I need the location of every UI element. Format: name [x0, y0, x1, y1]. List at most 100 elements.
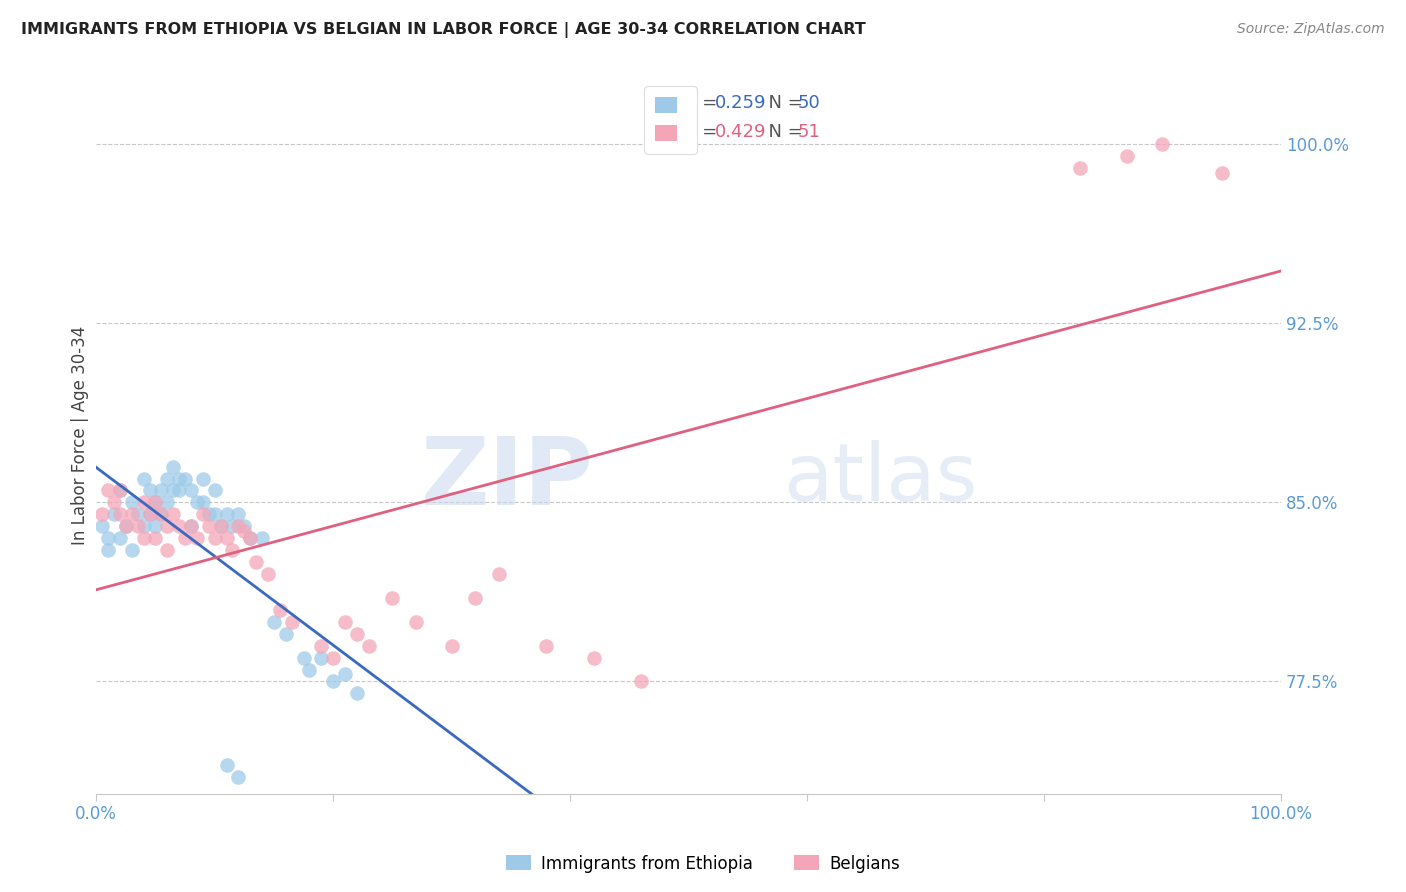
Point: [127, 519, 149, 533]
Point: [138, 508, 160, 522]
Text: 50: 50: [797, 95, 820, 112]
Point: [322, 650, 344, 665]
Point: [322, 674, 344, 689]
Point: [97, 483, 120, 498]
Text: IMMIGRANTS FROM ETHIOPIA VS BELGIAN IN LABOR FORCE | AGE 30-34 CORRELATION CHART: IMMIGRANTS FROM ETHIOPIA VS BELGIAN IN L…: [21, 22, 866, 38]
Point: [280, 615, 302, 629]
Point: [138, 508, 160, 522]
Point: [132, 531, 155, 545]
Point: [180, 519, 202, 533]
Point: [239, 531, 262, 545]
Point: [269, 603, 291, 617]
Point: [150, 508, 173, 522]
Legend: Immigrants from Ethiopia, Belgians: Immigrants from Ethiopia, Belgians: [499, 848, 907, 880]
Point: [292, 650, 315, 665]
Text: atlas: atlas: [783, 440, 977, 517]
Point: [311, 639, 333, 653]
Point: [108, 483, 131, 498]
Point: [186, 531, 208, 545]
Point: [298, 663, 321, 677]
Point: [145, 531, 167, 545]
Point: [209, 519, 232, 533]
Text: R =: R =: [683, 123, 723, 141]
Point: [239, 531, 262, 545]
Point: [180, 519, 202, 533]
Point: [346, 686, 368, 700]
Point: [174, 531, 197, 545]
Point: [191, 495, 214, 509]
Y-axis label: In Labor Force | Age 30-34: In Labor Force | Age 30-34: [72, 326, 89, 545]
Point: [103, 508, 125, 522]
Point: [228, 519, 250, 533]
Point: [180, 483, 202, 498]
Point: [167, 471, 190, 485]
Point: [228, 508, 250, 522]
Point: [536, 639, 558, 653]
Point: [263, 615, 285, 629]
Point: [97, 543, 120, 558]
Point: [582, 650, 605, 665]
Point: [114, 519, 136, 533]
Point: [221, 543, 243, 558]
Point: [121, 495, 143, 509]
Point: [215, 508, 238, 522]
Point: [132, 495, 155, 509]
Point: [191, 508, 214, 522]
Text: N =: N =: [758, 123, 808, 141]
Point: [108, 483, 131, 498]
Point: [228, 770, 250, 784]
Point: [91, 508, 114, 522]
Point: [233, 524, 256, 538]
Point: [333, 615, 356, 629]
Point: [145, 495, 167, 509]
Point: [156, 471, 179, 485]
Point: [156, 495, 179, 509]
Point: [215, 758, 238, 772]
Point: [405, 615, 427, 629]
Point: [1152, 137, 1174, 152]
Point: [108, 508, 131, 522]
Point: [162, 459, 184, 474]
Point: [108, 531, 131, 545]
Point: [204, 531, 226, 545]
Point: [245, 555, 267, 569]
Text: 0.429: 0.429: [714, 123, 766, 141]
Text: N =: N =: [758, 95, 808, 112]
Point: [357, 639, 380, 653]
Point: [204, 508, 226, 522]
Point: [1211, 166, 1233, 180]
Point: [145, 495, 167, 509]
Point: [333, 667, 356, 681]
Point: [488, 567, 510, 582]
Point: [204, 483, 226, 498]
Point: [191, 471, 214, 485]
Point: [274, 626, 297, 640]
Point: [233, 519, 256, 533]
Point: [197, 519, 219, 533]
Point: [156, 543, 179, 558]
Point: [114, 519, 136, 533]
Point: [1116, 149, 1139, 163]
Point: [121, 508, 143, 522]
Point: [174, 471, 197, 485]
Point: [250, 531, 273, 545]
Point: [127, 508, 149, 522]
Point: [162, 483, 184, 498]
Text: 51: 51: [797, 123, 821, 141]
Point: [257, 567, 280, 582]
Point: [215, 531, 238, 545]
Point: [381, 591, 404, 605]
Point: [150, 508, 173, 522]
Legend: , : ,: [644, 87, 696, 153]
Point: [440, 639, 463, 653]
Text: 0.259: 0.259: [714, 95, 766, 112]
Point: [162, 508, 184, 522]
Point: [630, 674, 652, 689]
Point: [103, 495, 125, 509]
Text: Source: ZipAtlas.com: Source: ZipAtlas.com: [1237, 22, 1385, 37]
Point: [138, 483, 160, 498]
Point: [167, 519, 190, 533]
Text: ZIP: ZIP: [420, 433, 593, 524]
Point: [91, 519, 114, 533]
Point: [97, 531, 120, 545]
